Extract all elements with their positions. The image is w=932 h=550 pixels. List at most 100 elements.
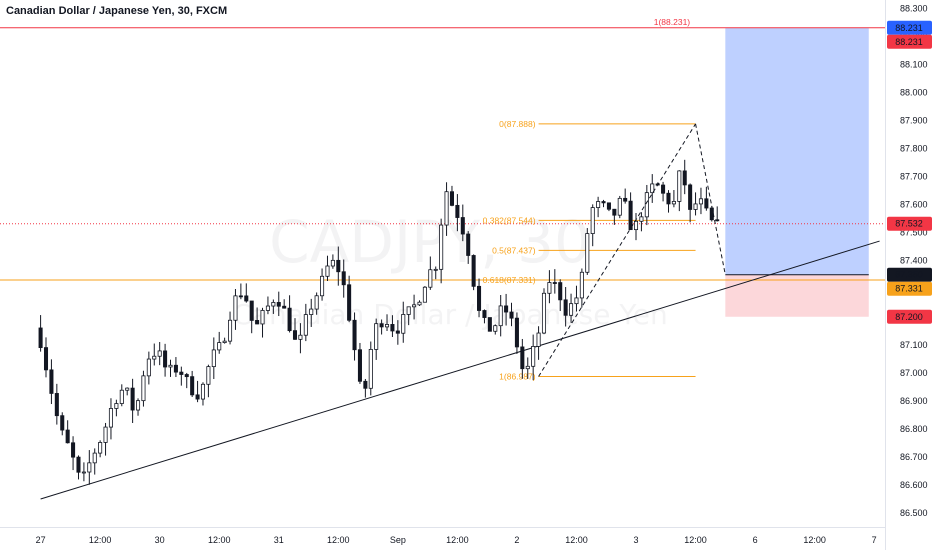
price-badge (887, 309, 932, 324)
candle-body (406, 306, 411, 315)
candle-body (71, 442, 76, 458)
candle-body (520, 346, 525, 370)
candle-body (547, 282, 552, 294)
candle-body (466, 233, 471, 256)
candle-body (282, 305, 287, 309)
candle-body (536, 332, 541, 347)
price-tick-label: 86.500 (900, 508, 928, 518)
candle-body (271, 302, 276, 307)
candle-body (195, 394, 200, 400)
candle-body (433, 268, 438, 271)
candle-body (249, 300, 254, 321)
candle-body (255, 320, 260, 325)
candle-body (146, 358, 151, 377)
candle-body (439, 224, 444, 270)
time-axis[interactable]: 27 12:00 30 12:00 31 12:00 Sep 12:00 2 12:00 3 12:0… (36, 535, 877, 545)
price-tick-label: 87.600 (900, 200, 928, 210)
time-tick-label: 2 (514, 535, 519, 545)
candle-body (639, 216, 644, 222)
candle-body (531, 346, 536, 367)
chart-title: Canadian Dollar / Japanese Yen, 30, FXCM (6, 5, 228, 17)
price-badges: 88.231 88.231 87.532 87.350 87.331 87.200 (887, 20, 932, 324)
time-tick-label: 3 (634, 535, 639, 545)
candle-body (190, 376, 195, 396)
candle-body (320, 275, 325, 297)
candle-body (238, 295, 243, 298)
candle-body (119, 389, 124, 404)
price-tick-label: 88.300 (900, 3, 928, 13)
trendline-line (40, 240, 880, 500)
price-badge-label: 88.231 (895, 23, 923, 33)
candle-body (330, 259, 335, 267)
price-tick-label: 86.900 (900, 396, 928, 406)
candle-body (698, 198, 703, 205)
fib-level-label: 0.382(87.544) (483, 215, 536, 225)
candle-body (206, 366, 211, 385)
candle-body (661, 184, 666, 194)
time-tick-label: 12:00 (208, 535, 231, 545)
candle-body (633, 220, 639, 231)
candle-body (108, 408, 113, 428)
time-tick-label: 7 (872, 535, 877, 545)
candle-body (455, 204, 460, 218)
time-tick-label: Sep (390, 535, 406, 545)
candle-body (509, 311, 514, 319)
candle-body (244, 295, 249, 302)
candle-body (390, 324, 395, 332)
candle-body (130, 387, 135, 411)
price-tick-label: 87.100 (900, 340, 928, 350)
price-badge-label: 88.231 (895, 37, 923, 47)
candle-body (601, 201, 606, 204)
candle-body (65, 429, 70, 444)
candle-body (493, 325, 498, 332)
candle-body (336, 259, 341, 273)
candle-body (114, 403, 119, 409)
candle-body (693, 203, 698, 210)
candle-body (211, 349, 216, 368)
stop-zone (725, 274, 869, 317)
candle-body (184, 374, 189, 378)
candle-body (579, 271, 584, 299)
price-badge (887, 267, 932, 282)
candle-body (49, 369, 54, 394)
price-tick-label: 88.100 (900, 59, 928, 69)
price-badge-label: 87.331 (895, 284, 923, 294)
candle-body (98, 442, 103, 454)
time-tick-label: 12:00 (89, 535, 112, 545)
trendline[interactable] (40, 240, 880, 500)
candle-body (136, 400, 141, 411)
candle-body (303, 314, 308, 336)
candle-body (514, 317, 519, 348)
candle-body (606, 202, 611, 210)
price-tick-label: 88.000 (900, 88, 928, 98)
price-axis[interactable]: 86.500 86.600 86.700 86.800 86.900 87.000 87.1… (900, 3, 928, 518)
candle-body (482, 310, 487, 318)
time-tick-label: 12:00 (327, 535, 350, 545)
candle-body (87, 462, 92, 473)
candle-body (504, 305, 509, 313)
horizontal-levels: 1(88.231) (0, 17, 885, 281)
candle-body (444, 191, 449, 226)
candle-body (54, 393, 59, 417)
candle-body (590, 207, 595, 234)
candle-body (168, 364, 173, 368)
candle-body (309, 308, 314, 315)
candle-body (287, 307, 292, 332)
candle-body (412, 304, 417, 308)
candle-body (563, 299, 568, 316)
candle-body (92, 452, 97, 464)
price-tick-label: 87.800 (900, 144, 928, 154)
fib-level-label: 0(87.888) (499, 119, 536, 129)
candle-body (228, 319, 233, 342)
candle-body (487, 317, 492, 332)
candle-body (38, 327, 43, 348)
position-tool[interactable] (725, 27, 869, 317)
price-badge-label: 87.350 (895, 270, 923, 280)
candle-body (314, 295, 319, 310)
candle-body (179, 371, 184, 375)
candle-body (352, 319, 357, 351)
price-badge (887, 34, 932, 49)
candle-body (200, 383, 206, 400)
zigzag-pattern[interactable] (538, 123, 726, 377)
